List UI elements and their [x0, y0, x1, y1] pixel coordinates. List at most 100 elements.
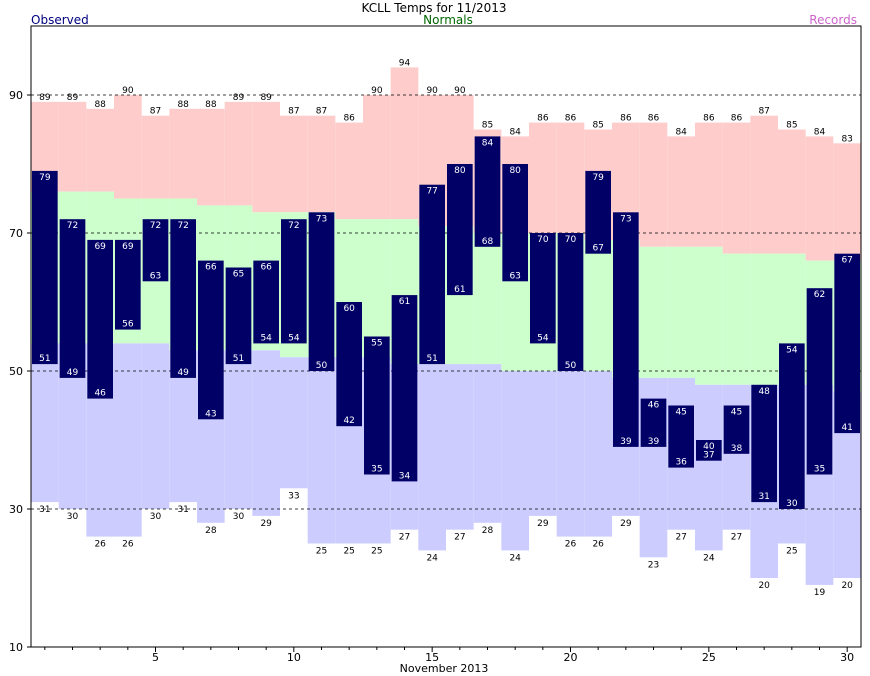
observed-low-label: 34 — [399, 471, 411, 481]
record-low-label: 20 — [841, 581, 853, 591]
observed-low-label: 63 — [509, 271, 520, 281]
record-high-label: 94 — [399, 58, 411, 68]
observed-high-label: 72 — [67, 221, 78, 231]
observed-high-label: 70 — [565, 235, 577, 245]
observed-low-label: 67 — [592, 244, 603, 254]
observed-low-label: 42 — [343, 416, 354, 426]
record-low-band — [501, 371, 529, 551]
normal-band — [750, 253, 778, 385]
observed-high-label: 72 — [150, 221, 161, 231]
observed-bar — [640, 398, 667, 447]
observed-bar — [419, 184, 445, 365]
observed-high-label: 55 — [371, 339, 382, 349]
y-tick-label: 50 — [9, 365, 23, 378]
record-low-band — [280, 357, 308, 489]
observed-bar — [779, 343, 805, 509]
observed-high-label: 67 — [841, 256, 852, 266]
observed-high-label: 62 — [814, 290, 825, 300]
observed-low-label: 54 — [288, 333, 300, 343]
observed-bar — [751, 384, 777, 503]
observed-bar — [87, 239, 113, 399]
record-high-label: 90 — [371, 86, 383, 96]
gridlines — [31, 94, 861, 510]
observed-bar — [115, 239, 141, 330]
observed-bar — [530, 233, 556, 344]
observed-bar — [364, 336, 390, 475]
record-low-band — [114, 343, 142, 537]
record-low-band — [141, 343, 170, 509]
observed-low-label: 38 — [731, 444, 743, 454]
record-high-label: 84 — [509, 127, 521, 137]
x-tick-label: 15 — [425, 651, 439, 664]
observed-high-label: 77 — [426, 187, 437, 197]
x-axis-label: November 2013 — [400, 662, 489, 675]
observed-bar — [391, 295, 418, 482]
observed-bar — [613, 212, 639, 447]
observed-bar — [723, 405, 750, 454]
observed-bar — [585, 170, 611, 254]
record-high-label: 90 — [122, 86, 134, 96]
record-high-label: 87 — [150, 107, 161, 117]
record-low-band — [446, 364, 474, 530]
record-high-band — [695, 122, 723, 247]
record-high-label: 85 — [482, 121, 493, 131]
record-low-band — [529, 371, 557, 516]
observed-high-label: 46 — [648, 401, 660, 411]
observed-low-label: 54 — [537, 333, 549, 343]
record-high-band — [639, 122, 668, 247]
climate-bands — [31, 67, 861, 585]
record-high-band — [363, 95, 391, 220]
observed-low-label: 56 — [122, 320, 134, 330]
observed-low-label: 35 — [814, 465, 825, 475]
legend-records: Records — [809, 13, 857, 27]
record-low-label: 24 — [426, 553, 438, 563]
x-tick-label: 5 — [152, 651, 159, 664]
plot-frame — [30, 25, 862, 648]
observed-low-label: 61 — [454, 285, 465, 295]
normal-band — [695, 246, 723, 385]
record-low-band — [473, 364, 502, 523]
observed-low-label: 36 — [675, 458, 687, 468]
record-high-label: 87 — [316, 107, 327, 117]
normal-band — [667, 246, 695, 378]
record-low-band — [418, 364, 446, 551]
record-low-label: 25 — [371, 547, 382, 557]
record-high-label: 88 — [177, 100, 189, 110]
observed-bar — [253, 260, 279, 344]
record-low-label: 20 — [758, 581, 770, 591]
legend-observed: Observed — [31, 13, 89, 27]
observed-low-label: 51 — [426, 354, 437, 364]
observed-bar — [32, 170, 58, 365]
record-high-label: 89 — [39, 93, 51, 103]
record-high-band — [750, 115, 778, 254]
record-low-label: 25 — [343, 547, 354, 557]
observed-bar — [336, 302, 362, 427]
record-high-label: 88 — [205, 100, 217, 110]
record-high-label: 89 — [67, 93, 79, 103]
observed-high-label: 48 — [758, 387, 770, 397]
observed-high-label: 66 — [205, 263, 217, 273]
record-low-label: 29 — [260, 519, 272, 529]
record-high-label: 88 — [94, 100, 106, 110]
record-high-label: 83 — [841, 134, 852, 144]
observed-high-label: 40 — [703, 442, 715, 452]
observed-bar — [502, 164, 528, 282]
record-high-label: 85 — [592, 121, 603, 131]
record-high-band — [197, 108, 225, 206]
observed-low-label: 39 — [620, 437, 632, 447]
record-low-label: 24 — [509, 553, 521, 563]
record-high-label: 89 — [233, 93, 245, 103]
record-high-label: 86 — [703, 114, 715, 124]
observed-bar — [834, 253, 860, 434]
record-low-label: 28 — [205, 526, 217, 536]
observed-high-label: 66 — [260, 263, 272, 273]
record-high-band — [667, 136, 695, 247]
observed-bars — [32, 136, 860, 509]
observed-high-label: 73 — [620, 214, 631, 224]
observed-high-label: 61 — [399, 297, 410, 307]
y-tick-label: 10 — [9, 641, 23, 654]
record-high-label: 87 — [758, 107, 769, 117]
observed-high-label: 84 — [482, 138, 494, 148]
record-high-band — [114, 95, 142, 199]
normal-band — [722, 253, 751, 385]
